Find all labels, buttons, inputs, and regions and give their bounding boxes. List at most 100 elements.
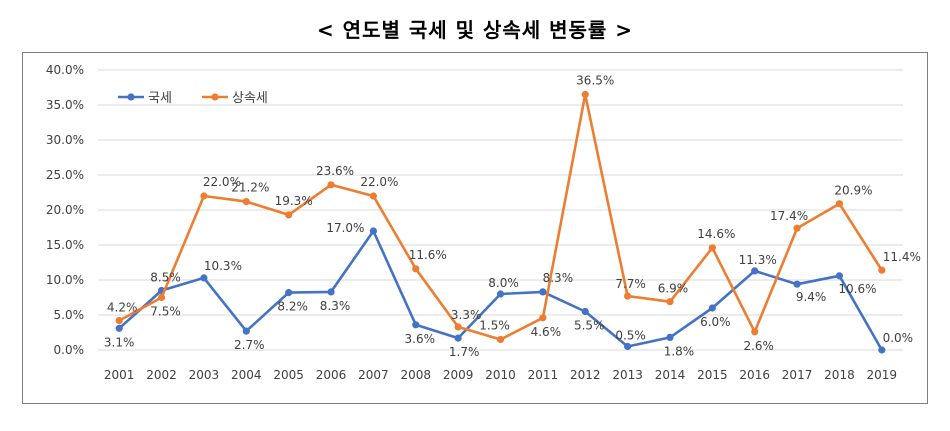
data-point bbox=[200, 274, 208, 282]
data-label: 6.9% bbox=[658, 282, 689, 296]
x-tick-label: 2004 bbox=[231, 368, 262, 382]
data-label: 4.2% bbox=[107, 301, 138, 315]
legend-marker bbox=[127, 93, 135, 101]
x-tick-label: 2016 bbox=[739, 368, 770, 382]
data-point bbox=[793, 224, 801, 232]
data-point bbox=[666, 298, 674, 306]
data-label: 11.3% bbox=[739, 253, 777, 267]
x-tick-label: 2019 bbox=[867, 368, 898, 382]
data-label: 8.2% bbox=[277, 300, 308, 314]
data-label: 7.7% bbox=[615, 277, 646, 291]
data-label: 7.5% bbox=[150, 305, 181, 319]
data-point bbox=[793, 280, 801, 288]
data-point bbox=[624, 292, 632, 300]
x-tick-label: 2017 bbox=[782, 368, 813, 382]
data-label: 11.6% bbox=[409, 248, 447, 262]
data-point bbox=[157, 293, 166, 302]
y-tick-label: 30.0% bbox=[46, 133, 84, 147]
chart-title: < 연도별 국세 및 상속세 변동률 > bbox=[316, 18, 634, 42]
data-point bbox=[581, 90, 589, 99]
y-tick-label: 40.0% bbox=[46, 63, 84, 77]
data-point bbox=[369, 192, 377, 200]
y-tick-label: 10.0% bbox=[46, 273, 84, 287]
x-tick-label: 2007 bbox=[358, 368, 389, 382]
data-label: 8.0% bbox=[488, 276, 519, 290]
data-label: 20.9% bbox=[834, 184, 872, 198]
data-point bbox=[327, 181, 335, 189]
data-point bbox=[454, 323, 462, 331]
data-point bbox=[242, 327, 250, 335]
data-label: 11.4% bbox=[883, 250, 921, 264]
line-chart: 0.0% 5.0% 10.0% 15.0% 20.0% 25.0% 30.0% 35.0% 40… bbox=[46, 63, 921, 382]
data-point bbox=[454, 334, 462, 342]
series-line-1 bbox=[118, 93, 883, 341]
data-label: 8.3% bbox=[543, 271, 574, 285]
x-tick-label: 2011 bbox=[528, 368, 559, 382]
data-label: 3.6% bbox=[405, 332, 436, 346]
data-point bbox=[412, 321, 420, 329]
x-tick-label: 2006 bbox=[316, 368, 347, 382]
data-label: 21.2% bbox=[231, 181, 269, 195]
data-point bbox=[115, 317, 123, 325]
data-label: 8.5% bbox=[150, 271, 181, 285]
data-point bbox=[412, 265, 420, 273]
data-point bbox=[115, 324, 123, 332]
data-point bbox=[666, 333, 674, 341]
data-label: 14.6% bbox=[697, 227, 735, 241]
data-label: 10.3% bbox=[204, 259, 242, 273]
data-point bbox=[878, 346, 886, 354]
data-point bbox=[751, 328, 759, 336]
data-label: 10.6% bbox=[838, 282, 876, 296]
legend-label: 국세 bbox=[148, 91, 172, 106]
data-label: 3.1% bbox=[104, 335, 134, 349]
data-point bbox=[751, 267, 759, 275]
y-tick-label: 5.0% bbox=[54, 308, 85, 322]
x-tick-label: 2008 bbox=[400, 368, 431, 382]
data-point bbox=[496, 335, 505, 344]
data-point bbox=[708, 244, 716, 252]
x-tick-label: 2009 bbox=[443, 368, 474, 382]
x-tick-label: 2003 bbox=[189, 368, 220, 382]
data-label: 0.0% bbox=[883, 331, 914, 345]
legend-label: 상속세 bbox=[232, 91, 268, 106]
x-tick-label: 2014 bbox=[655, 368, 686, 382]
data-point bbox=[242, 198, 250, 206]
chart-frame: 0.0% 5.0% 10.0% 15.0% 20.0% 25.0% 30.0% 35.0% 40… bbox=[22, 52, 928, 404]
data-label: 36.5% bbox=[576, 74, 614, 88]
data-label: 2.6% bbox=[743, 339, 774, 353]
data-label: 19.3% bbox=[275, 194, 313, 208]
data-point bbox=[369, 227, 377, 235]
data-point bbox=[835, 200, 844, 208]
x-tick-label: 2010 bbox=[485, 368, 516, 382]
data-label: 23.6% bbox=[316, 164, 354, 178]
data-label: 9.4% bbox=[796, 290, 827, 304]
data-point bbox=[878, 266, 886, 274]
data-label: 1.7% bbox=[449, 345, 480, 359]
data-label: 0.5% bbox=[615, 329, 646, 343]
data-label: 17.0% bbox=[326, 221, 364, 235]
data-label: 1.8% bbox=[664, 344, 695, 358]
data-point bbox=[581, 307, 589, 316]
data-point bbox=[539, 314, 547, 322]
data-point bbox=[496, 290, 505, 298]
y-tick-label: 35.0% bbox=[46, 98, 84, 112]
data-label: 5.5% bbox=[574, 319, 605, 333]
data-label: 22.0% bbox=[360, 175, 398, 189]
data-point bbox=[327, 288, 335, 296]
data-point bbox=[624, 342, 632, 351]
x-tick-label: 2018 bbox=[824, 368, 855, 382]
y-tick-label: 20.0% bbox=[46, 203, 84, 217]
data-point bbox=[200, 192, 208, 200]
y-tick-label: 15.0% bbox=[46, 238, 84, 252]
x-tick-label: 2002 bbox=[146, 368, 177, 382]
x-tick-label: 2001 bbox=[104, 368, 135, 382]
data-point bbox=[539, 288, 547, 296]
y-tick-label: 25.0% bbox=[46, 168, 84, 182]
data-point bbox=[708, 304, 716, 312]
y-tick-label: 0.0% bbox=[54, 343, 85, 357]
data-label: 1.5% bbox=[479, 319, 510, 333]
x-tick-label: 2015 bbox=[697, 368, 728, 382]
data-label: 6.0% bbox=[700, 315, 731, 329]
data-point bbox=[835, 272, 844, 280]
legend-marker bbox=[211, 93, 219, 101]
